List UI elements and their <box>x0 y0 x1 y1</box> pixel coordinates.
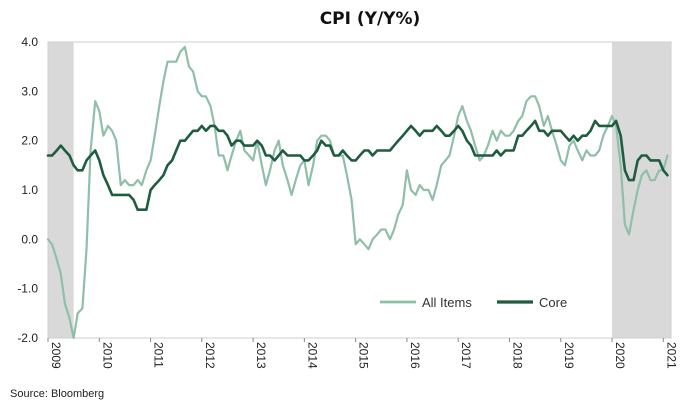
series-line-core <box>46 119 669 211</box>
y-tick-label: 3.0 <box>21 84 38 98</box>
chart-legend: All Items Core <box>380 295 567 310</box>
series-line-all_items <box>46 45 669 340</box>
x-tick-label: 2020 <box>613 342 627 369</box>
chart-title: CPI (Y/Y%) <box>320 9 421 29</box>
y-axis-ticks: 4.0 3.0 2.0 1.0 0.0 -1.0 -2.0 <box>17 35 38 345</box>
x-tick-label: 2013 <box>254 342 268 369</box>
source-note: Source: Bloomberg <box>10 388 105 400</box>
shaded-band-0 <box>48 42 74 338</box>
x-tick-label: 2012 <box>203 342 217 369</box>
x-tick-label: 2018 <box>510 342 524 369</box>
legend-label-core: Core <box>539 295 567 310</box>
x-tick-label: 2009 <box>49 342 63 369</box>
x-tick-label: 2011 <box>152 342 166 368</box>
x-tick-label: 2015 <box>357 342 371 369</box>
plot-frame <box>47 41 672 339</box>
x-tick-label: 2014 <box>305 342 319 369</box>
y-tick-label: 4.0 <box>21 35 38 49</box>
y-tick-label: 0.0 <box>21 232 38 246</box>
y-tick-label: 2.0 <box>21 134 38 148</box>
y-tick-label: -2.0 <box>17 331 38 345</box>
x-tick-label: 2010 <box>100 342 114 369</box>
x-tick-label: 2021 <box>664 342 678 369</box>
y-tick-label: 1.0 <box>21 183 38 197</box>
x-tick-label: 2017 <box>459 342 473 369</box>
x-tick-label: 2019 <box>562 342 576 369</box>
legend-label-all_items: All Items <box>422 295 472 310</box>
plot-border <box>47 41 672 339</box>
x-axis-ticks: 2009 2010 2011 2012 2013 2014 2015 2016 2017 2018… <box>47 338 678 369</box>
recession-shading <box>48 42 671 338</box>
shaded-band-1 <box>612 42 671 338</box>
y-tick-label: -1.0 <box>17 282 38 296</box>
x-tick-label: 2016 <box>408 342 422 369</box>
series-lines <box>46 45 669 340</box>
